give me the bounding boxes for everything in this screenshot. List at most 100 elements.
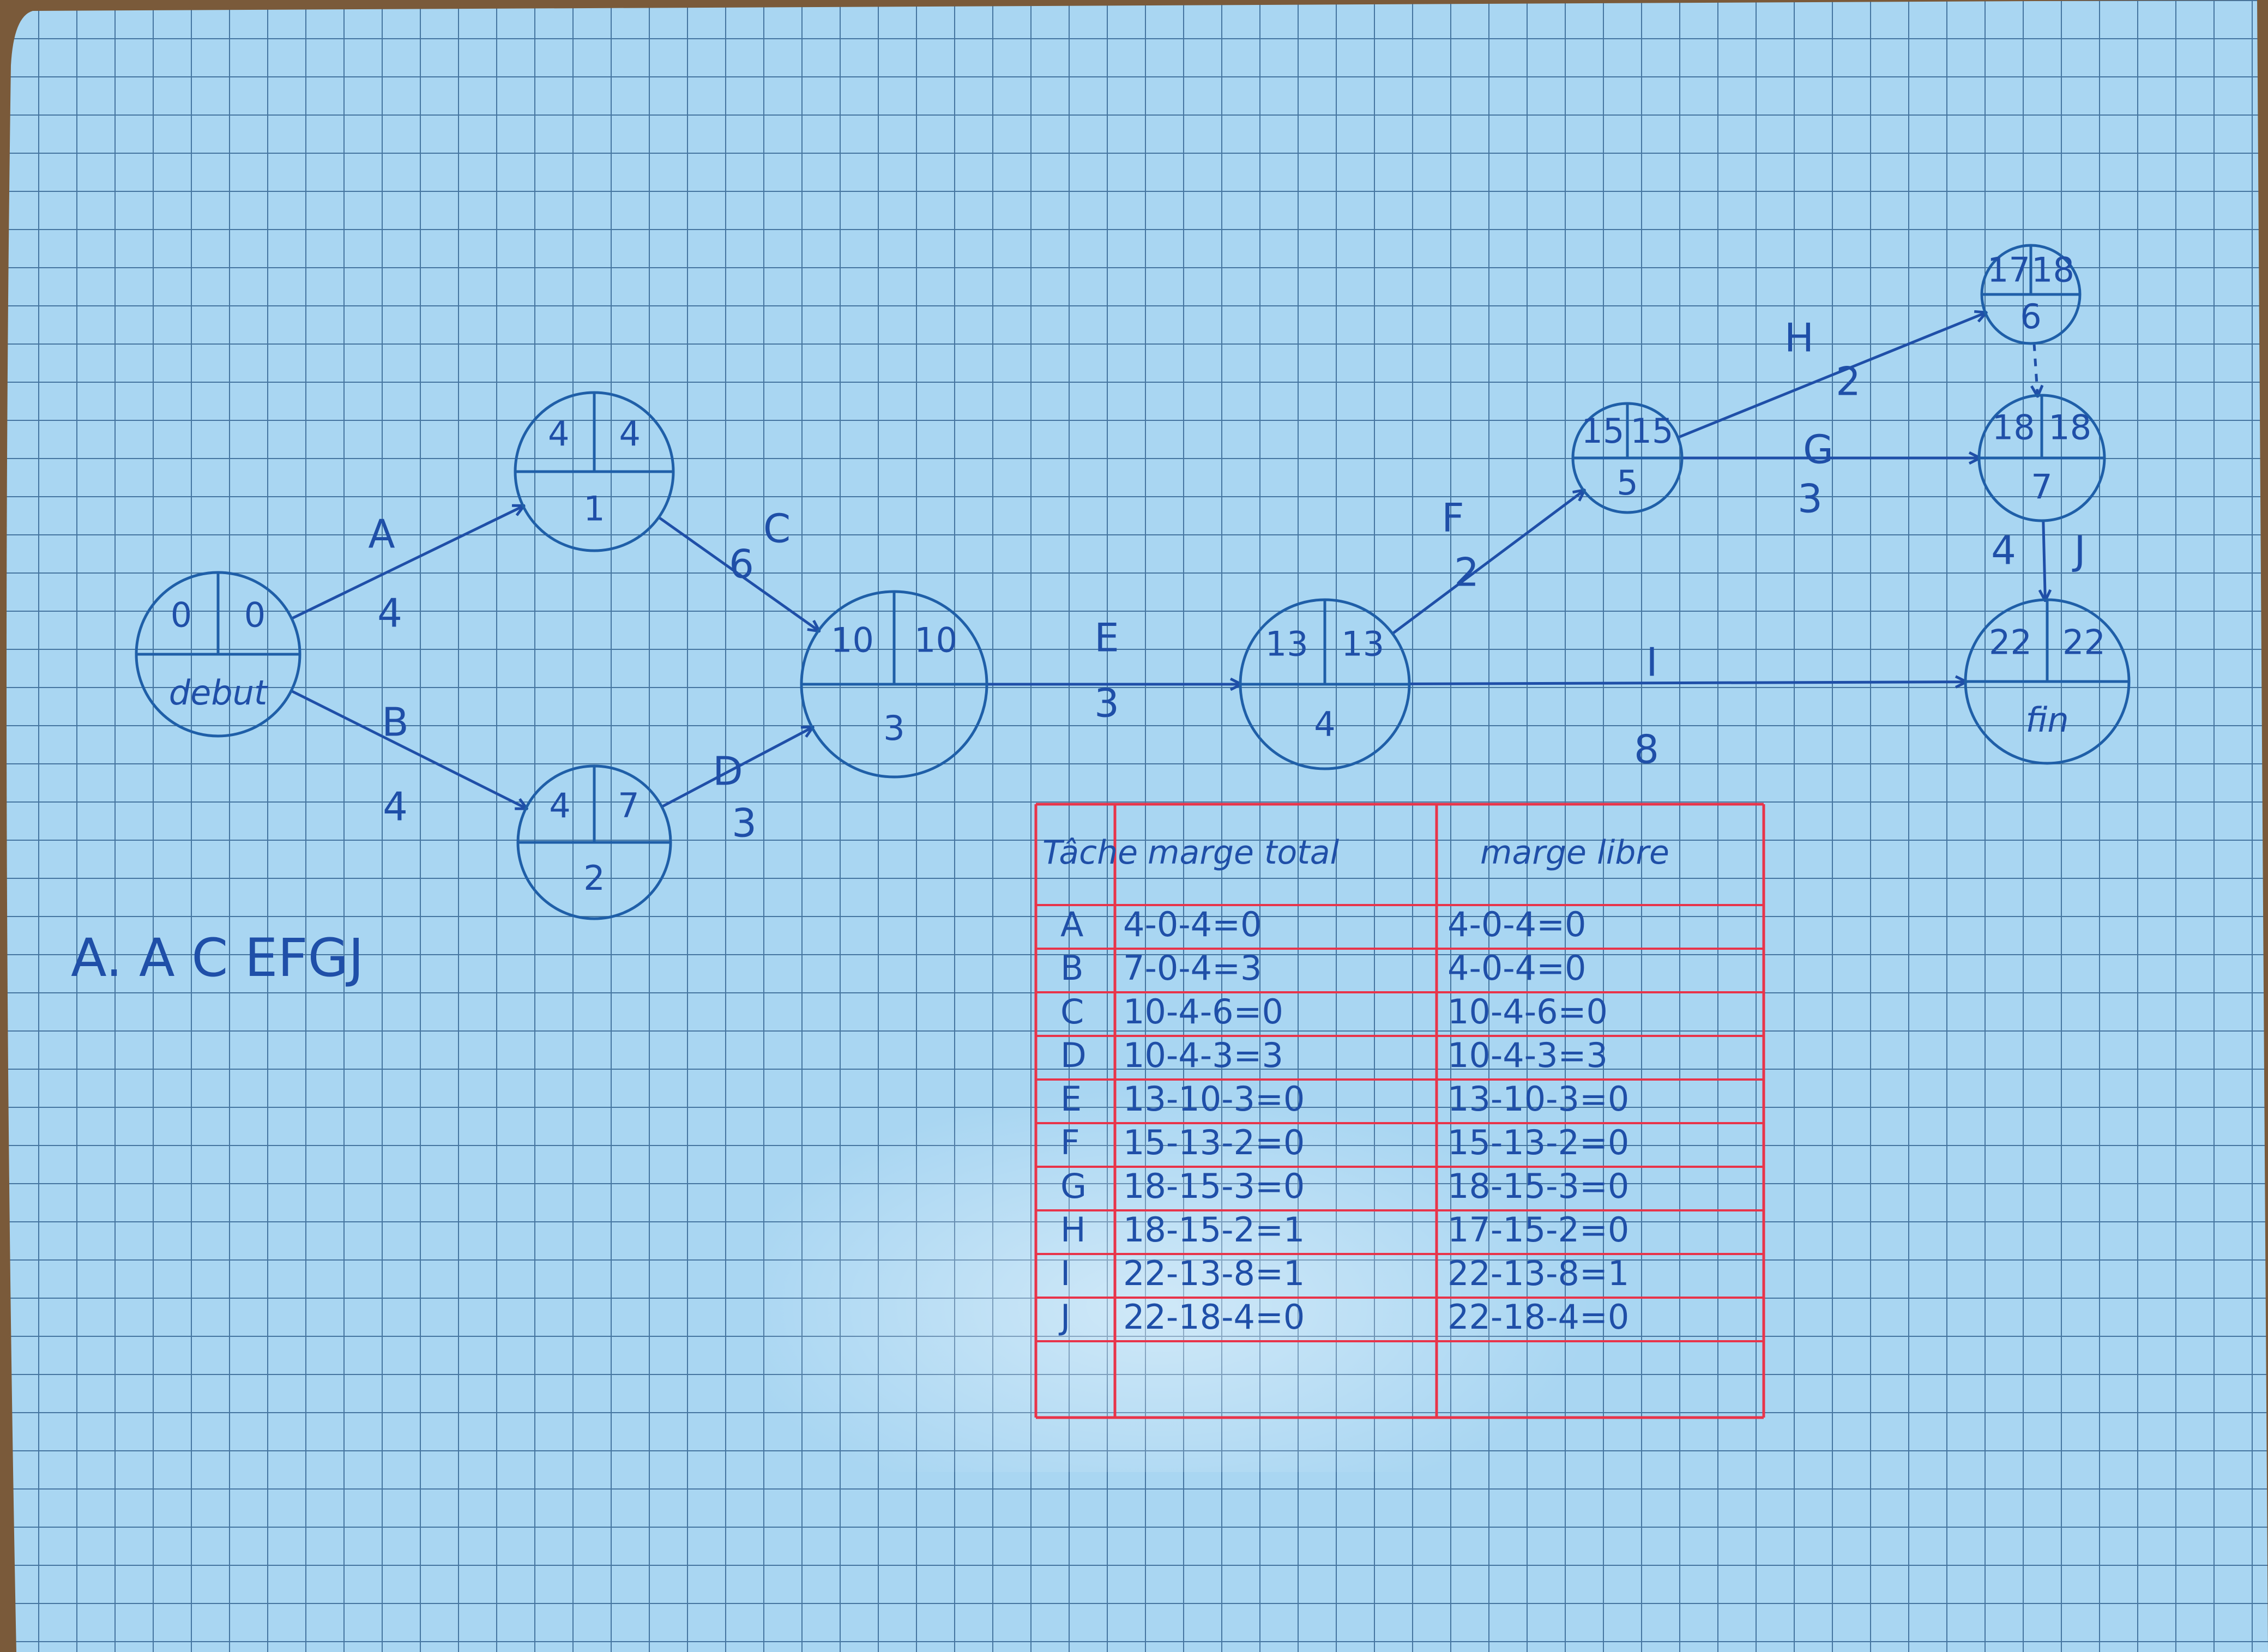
- node-latest-date: 18: [2031, 250, 2074, 290]
- table-cell-total-margin: 10-4-6=0: [1123, 992, 1283, 1032]
- edge-f-arrow: [1391, 491, 1584, 635]
- edge-duration-j: 4: [1991, 528, 2016, 574]
- node-label: fin: [2025, 700, 2068, 740]
- node-latest-date: 18: [2048, 407, 2091, 447]
- edge-label-a: A: [368, 511, 395, 557]
- edge-b-arrow: [291, 689, 526, 808]
- edge-label-g: G: [1803, 427, 1833, 473]
- table-cell-total-margin: 18-15-3=0: [1123, 1166, 1305, 1206]
- edge-duration-h: 2: [1836, 359, 1861, 405]
- table-row: D 10-4-3=3 10-4-3=3: [1060, 1035, 1608, 1075]
- node-n7: 18 18 7: [1977, 394, 2106, 522]
- node-earliest-date: 13: [1265, 624, 1308, 664]
- table-row: F 15-13-2=0 15-13-2=0: [1060, 1123, 1629, 1162]
- node-label: 1: [583, 489, 605, 529]
- node-latest-date: 10: [914, 620, 957, 660]
- table-cell-free-margin: 15-13-2=0: [1447, 1123, 1629, 1162]
- table-cell-task: J: [1058, 1297, 1070, 1337]
- table-cell-task: G: [1060, 1166, 1087, 1206]
- table-cell-total-margin: 13-10-3=0: [1123, 1079, 1305, 1119]
- table-cell-total-margin: 10-4-3=3: [1123, 1035, 1283, 1075]
- table-cell-task: C: [1060, 992, 1084, 1032]
- edge-label-j: J: [2072, 528, 2085, 574]
- table-cell-total-margin: 22-18-4=0: [1123, 1297, 1305, 1337]
- table-cell-task: F: [1060, 1123, 1080, 1162]
- edge-c-arrow: [658, 516, 818, 631]
- critical-path-text: A. A C EFGJ: [71, 927, 364, 988]
- table-header-0: Tâche: [1042, 834, 1138, 872]
- edge-label-e: E: [1094, 615, 1119, 661]
- node-latest-date: 22: [2062, 623, 2106, 662]
- node-fin: 22 22 fin: [1964, 598, 2131, 765]
- table-row: G 18-15-3=0 18-15-3=0: [1060, 1166, 1629, 1206]
- node-label: 4: [1314, 704, 1335, 744]
- node-earliest-date: 22: [1989, 623, 2032, 662]
- edge-duration-i: 8: [1634, 727, 1659, 773]
- node-latest-date: 13: [1341, 624, 1384, 664]
- edge-label-d: D: [713, 749, 743, 794]
- node-earliest-date: 4: [548, 414, 569, 454]
- node-latest-date: 7: [618, 786, 639, 825]
- node-label: debut: [169, 673, 269, 713]
- table-cell-total-margin: 22-13-8=1: [1123, 1253, 1305, 1293]
- table-cell-task: D: [1060, 1035, 1087, 1075]
- edge-duration-b: 4: [383, 784, 408, 830]
- node-n1: 4 41: [514, 391, 675, 552]
- table-row: A 4-0-4=0 4-0-4=0: [1060, 905, 1586, 944]
- table-cell-total-margin: 4-0-4=0: [1123, 905, 1262, 944]
- node-latest-date: 0: [244, 595, 266, 635]
- node-earliest-date: 0: [171, 595, 192, 635]
- table-header-1: marge total: [1148, 834, 1339, 872]
- table-header-2: marge libre: [1480, 834, 1669, 872]
- edge-duration-a: 4: [377, 590, 402, 636]
- node-earliest-date: 4: [549, 786, 570, 825]
- node-earliest-date: 15: [1582, 411, 1625, 451]
- edge-label-i: I: [1646, 640, 1657, 685]
- edge-duration-c: 6: [729, 541, 754, 587]
- table-cell-free-margin: 22-18-4=0: [1447, 1297, 1629, 1337]
- node-n6: 17 18 6: [1980, 244, 2082, 345]
- table-row: J 22-18-4=0 22-18-4=0: [1058, 1297, 1629, 1337]
- table-cell-total-margin: 18-15-2=1: [1123, 1210, 1305, 1250]
- table-cell-free-margin: 13-10-3=0: [1447, 1079, 1629, 1119]
- table-row: C 10-4-6=0 10-4-6=0: [1060, 992, 1608, 1032]
- table-cell-free-margin: 10-4-3=3: [1447, 1035, 1608, 1075]
- notebook-page: [7, 0, 2268, 1652]
- edge-label-c: C: [763, 506, 791, 552]
- node-n2: 4 72: [516, 764, 672, 920]
- table-row: I 22-13-8=1 22-13-8=1: [1060, 1253, 1629, 1293]
- table-cell-task: E: [1060, 1079, 1082, 1119]
- table-cell-free-margin: 22-13-8=1: [1447, 1253, 1629, 1293]
- edge-d-arrow: [661, 727, 812, 808]
- edge-duration-g: 3: [1797, 476, 1823, 522]
- node-earliest-date: 10: [831, 620, 874, 660]
- table-cell-task: H: [1060, 1210, 1086, 1250]
- table-row: B 7-0-4=3 4-0-4=0: [1060, 948, 1586, 988]
- node-earliest-date: 17: [1987, 250, 2030, 290]
- table-row: H 18-15-2=1 17-15-2=0: [1060, 1210, 1629, 1250]
- table-cell-task: A: [1060, 905, 1083, 944]
- node-label: 6: [2020, 297, 2041, 336]
- node-label: 3: [883, 708, 904, 748]
- table-row: E 13-10-3=0 13-10-3=0: [1060, 1079, 1629, 1119]
- node-n4: 13 134: [1239, 598, 1411, 770]
- table-cell-total-margin: 7-0-4=3: [1123, 948, 1262, 988]
- table-cell-task: B: [1060, 948, 1084, 988]
- table-cell-task: I: [1060, 1253, 1070, 1293]
- node-label: 2: [583, 858, 605, 898]
- node-earliest-date: 18: [1992, 407, 2035, 447]
- node-n3: 10 10 3: [800, 590, 988, 779]
- table-cell-free-margin: 10-4-6=0: [1447, 992, 1608, 1032]
- table-cell-free-margin: 18-15-3=0: [1447, 1166, 1629, 1206]
- margin-table: Tâche marge total marge libre A 4-0-4=0 4-0-4…: [1034, 803, 1765, 1419]
- node-label: 7: [2031, 467, 2052, 507]
- edge-h-arrow: [1677, 313, 1986, 439]
- table-cell-total-margin: 15-13-2=0: [1123, 1123, 1305, 1162]
- node-latest-date: 4: [619, 414, 641, 454]
- edge-label-b: B: [382, 700, 408, 745]
- table-cell-free-margin: 17-15-2=0: [1447, 1210, 1629, 1250]
- edge-label-f: F: [1441, 495, 1464, 541]
- node-label: 5: [1616, 463, 1638, 503]
